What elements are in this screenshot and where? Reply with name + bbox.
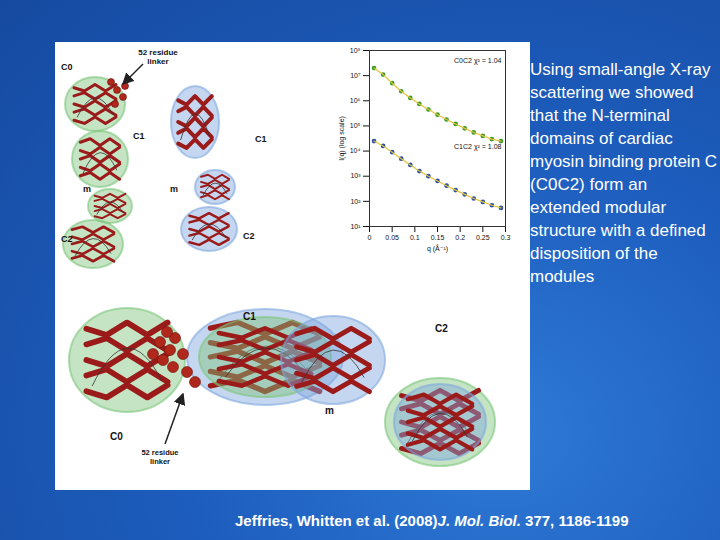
svg-text:C0C2 χ² = 1.04: C0C2 χ² = 1.04 <box>454 57 502 65</box>
svg-text:10²: 10² <box>350 198 361 205</box>
svg-text:0: 0 <box>368 234 372 241</box>
svg-text:C1C2 χ² = 1.08: C1C2 χ² = 1.08 <box>454 143 502 151</box>
svg-text:10⁵: 10⁵ <box>350 122 361 129</box>
svg-text:C0: C0 <box>110 431 123 442</box>
svg-text:m: m <box>83 184 91 194</box>
svg-text:0.25: 0.25 <box>476 234 490 241</box>
svg-text:10⁷: 10⁷ <box>350 72 361 79</box>
svg-text:10⁸: 10⁸ <box>350 47 361 54</box>
svg-text:C1: C1 <box>243 311 256 322</box>
svg-text:0.2: 0.2 <box>455 234 465 241</box>
svg-text:C2: C2 <box>435 323 448 334</box>
svg-text:52 residuelinker: 52 residuelinker <box>138 48 178 66</box>
html-text:Jeffries, Whitten et al. (2008: Jeffries, Whitten et al. (2008) J. Mol. … <box>235 512 629 529</box>
svg-text:C1: C1 <box>133 131 145 141</box>
svg-text:m: m <box>325 405 334 416</box>
svg-text:m: m <box>170 184 178 194</box>
svg-text:I(q) (log scale): I(q) (log scale) <box>338 116 346 161</box>
svg-text:10⁴: 10⁴ <box>350 147 361 154</box>
html-text:Using small-angle X-ray scatte: Using small-angle X-ray scattering we sh… <box>530 60 718 286</box>
svg-text:0.05: 0.05 <box>385 234 399 241</box>
svg-text:0.1: 0.1 <box>410 234 420 241</box>
svg-text:10⁶: 10⁶ <box>350 97 361 104</box>
svg-text:0.15: 0.15 <box>431 234 445 241</box>
svg-text:C0: C0 <box>61 62 73 72</box>
svg-text:10¹: 10¹ <box>350 223 361 230</box>
svg-text:0.3: 0.3 <box>501 234 511 241</box>
svg-text:C1: C1 <box>255 134 267 144</box>
svg-text:10³: 10³ <box>350 172 361 179</box>
svg-text:q (Å⁻¹): q (Å⁻¹) <box>427 244 448 253</box>
svg-text:52 residuelinker: 52 residuelinker <box>141 448 178 466</box>
svg-text:C2: C2 <box>61 234 73 244</box>
svg-text:C2: C2 <box>243 231 255 241</box>
